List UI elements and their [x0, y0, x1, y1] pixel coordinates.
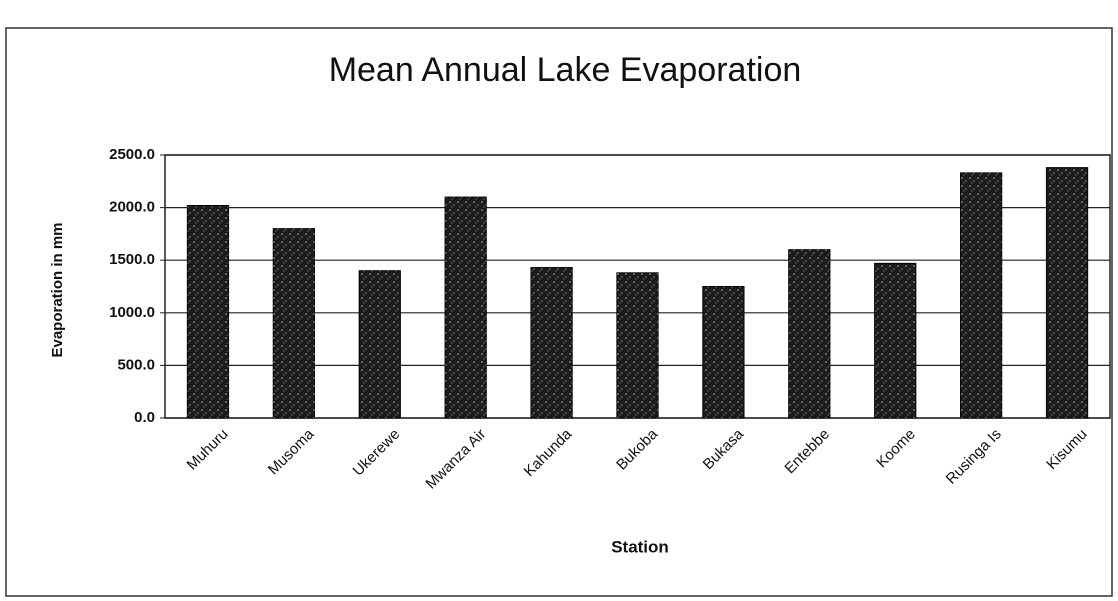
- y-tick-label: 2500.0: [109, 146, 155, 163]
- x-axis-title: Station: [611, 537, 669, 556]
- x-tick-label: Bukasa: [700, 425, 748, 473]
- bar-texture: [616, 272, 659, 418]
- bar-texture: [445, 197, 487, 418]
- x-tick-label: Musoma: [265, 425, 318, 478]
- x-tick-label: Muhuru: [184, 426, 232, 474]
- y-tick-label: 1500.0: [109, 251, 155, 268]
- bar-texture: [273, 228, 315, 418]
- y-axis-title: Evaporation in mm: [49, 222, 66, 357]
- bar-texture: [960, 172, 1002, 418]
- bar-texture: [187, 205, 229, 418]
- chart-title: Mean Annual Lake Evaporation: [329, 51, 802, 89]
- x-tick-label: Ukerewe: [350, 426, 404, 480]
- x-tick-label: Rusinga Is: [943, 426, 1005, 488]
- x-tick-label: Koome: [873, 426, 919, 472]
- bar-texture: [702, 286, 745, 418]
- x-tick-label: Mwanza Air: [422, 426, 489, 493]
- bar-texture: [788, 249, 830, 418]
- y-tick-label: 500.0: [117, 356, 155, 373]
- y-tick-label: 0.0: [134, 409, 155, 426]
- x-tick-label: Kisumu: [1043, 426, 1090, 473]
- y-tick-label: 1000.0: [109, 304, 155, 321]
- bar-texture: [530, 267, 573, 418]
- x-tick-label: Kahunda: [521, 425, 576, 480]
- chart-border: [5, 27, 1113, 597]
- y-tick-label: 2000.0: [109, 199, 155, 216]
- x-tick-label: Bukoba: [613, 425, 661, 473]
- x-tick-label: Entebbe: [781, 426, 833, 478]
- bar-texture: [359, 270, 401, 418]
- bar-texture: [1046, 167, 1088, 418]
- bar-texture: [874, 263, 916, 418]
